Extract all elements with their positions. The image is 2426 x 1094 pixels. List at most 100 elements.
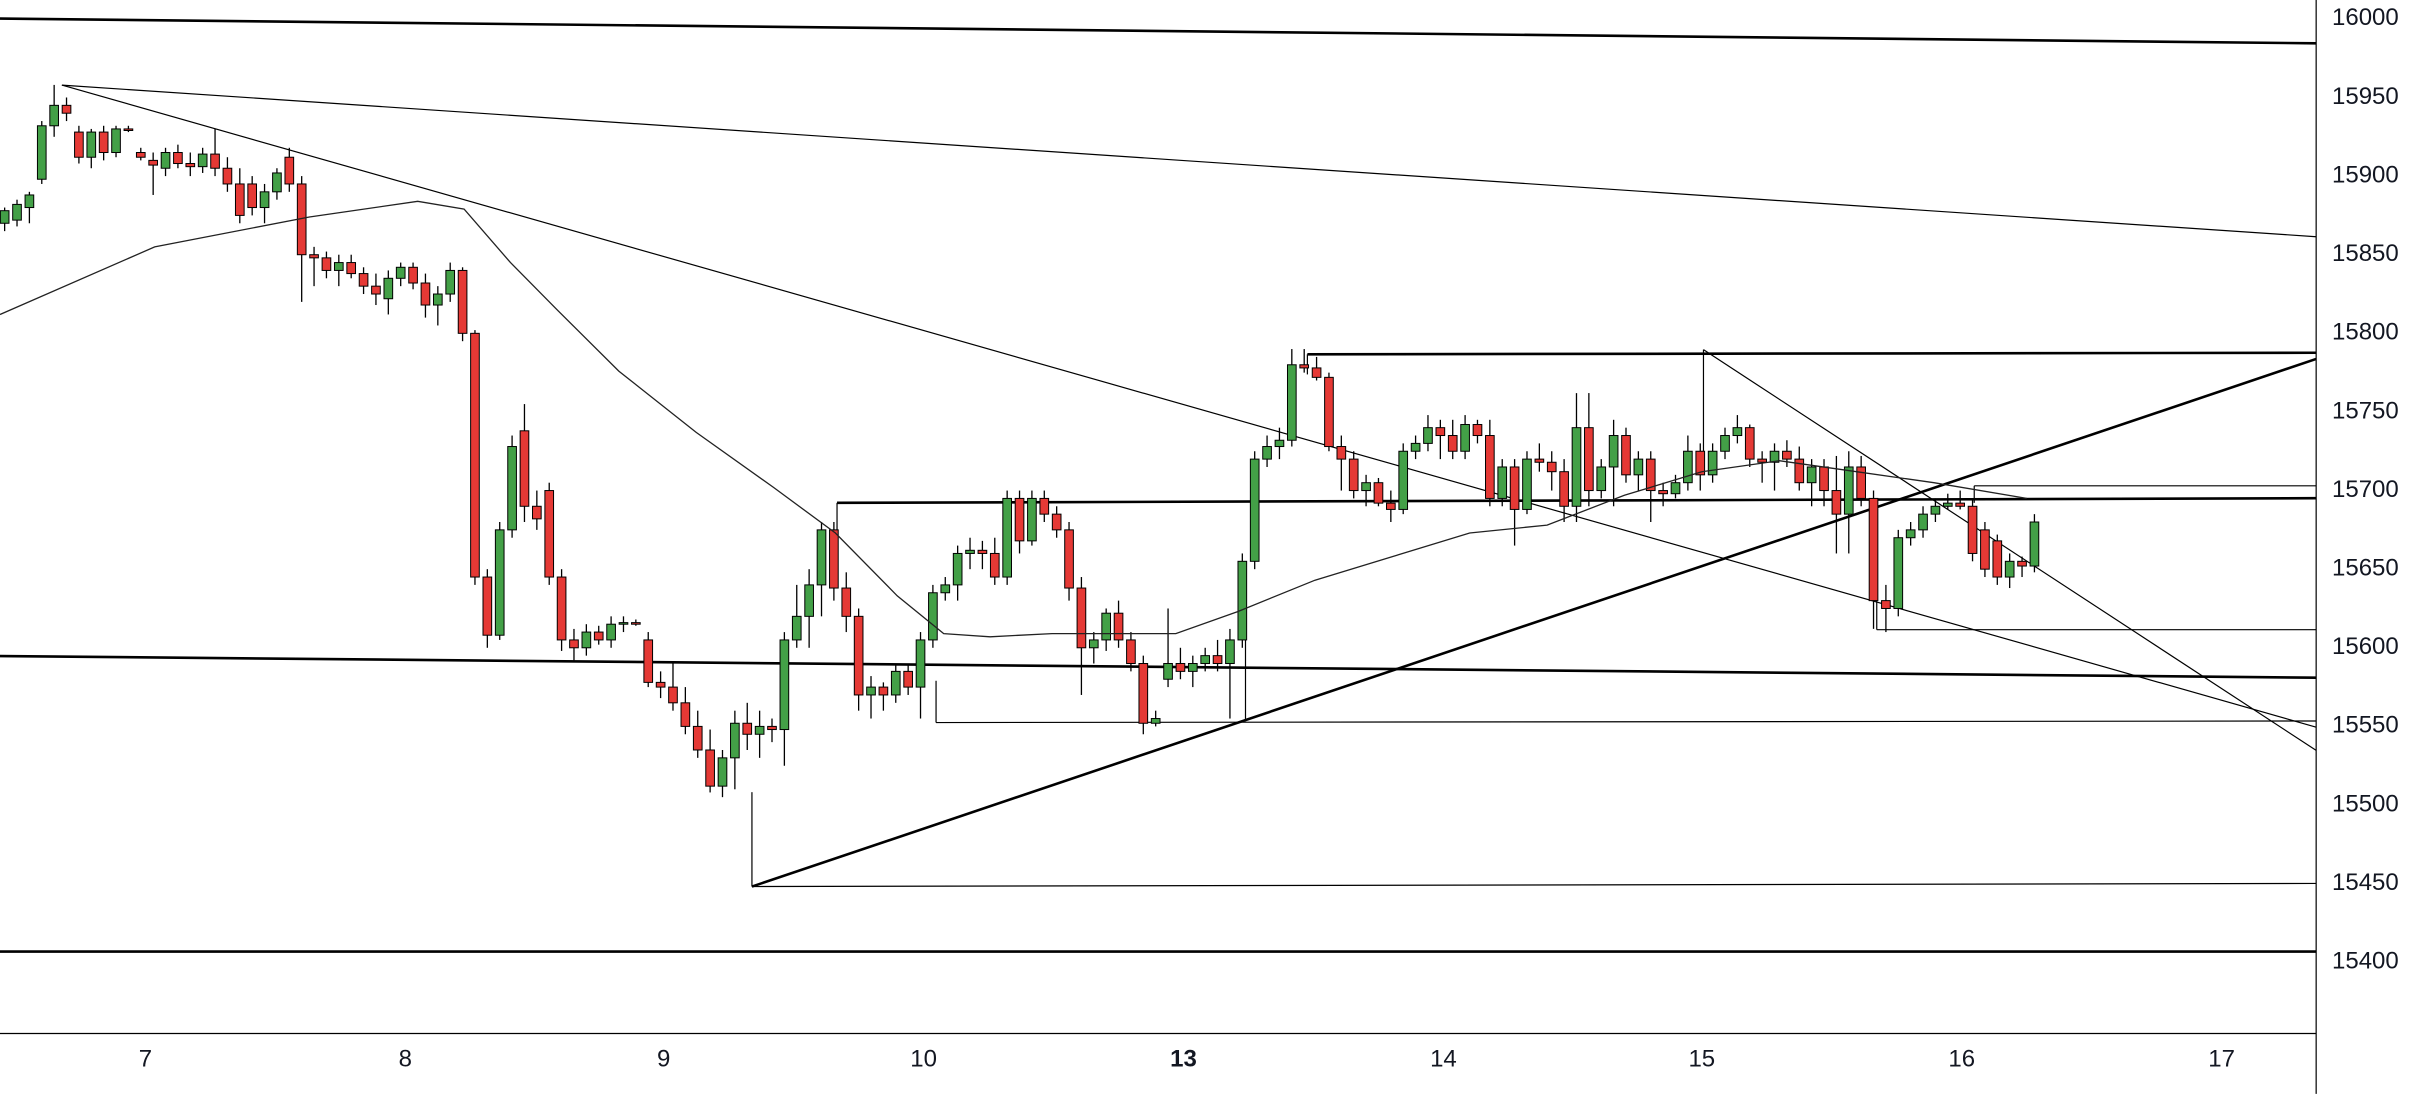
candle-body xyxy=(1992,540,2003,578)
candle-body xyxy=(272,172,282,193)
candle-body xyxy=(1757,458,1767,463)
candle-body xyxy=(0,210,10,224)
candle-body xyxy=(135,152,146,158)
candle-body xyxy=(878,686,889,696)
y-tick-label: 15500 xyxy=(2332,790,2399,817)
candle-body xyxy=(1101,612,1112,641)
candle-body xyxy=(754,725,765,735)
candle-body xyxy=(1522,458,1532,510)
candle-body xyxy=(185,163,196,168)
candle-body xyxy=(1707,450,1718,476)
candle-body xyxy=(1633,458,1644,476)
y-tick-label: 15950 xyxy=(2332,83,2399,110)
candle-body xyxy=(1324,376,1334,448)
candle-body xyxy=(569,639,579,649)
candle-body xyxy=(420,282,431,306)
candle-body xyxy=(1249,458,1260,562)
candle-body xyxy=(2029,521,2040,567)
candle-body xyxy=(321,257,332,271)
candle-body xyxy=(1027,497,1037,542)
candle-body xyxy=(1819,466,1829,492)
x-tick-label: 16 xyxy=(1948,1045,1975,1072)
candle-body xyxy=(952,552,963,586)
candle-body xyxy=(779,639,790,731)
y-tick-label: 15650 xyxy=(2332,555,2399,582)
candle-body xyxy=(123,128,134,132)
candle-body xyxy=(1460,424,1470,452)
candle-body xyxy=(1163,663,1173,680)
candle-body xyxy=(655,681,666,688)
candle-body xyxy=(519,430,530,507)
candle-body xyxy=(532,505,542,520)
candle-body xyxy=(222,167,233,185)
range-line xyxy=(752,883,2316,886)
trend-line xyxy=(0,656,2316,678)
candle-body xyxy=(989,552,1000,578)
x-tick-label: 8 xyxy=(399,1045,412,1072)
candle-body xyxy=(1621,435,1631,476)
candle-body xyxy=(395,266,406,279)
candle-body xyxy=(1410,442,1421,452)
candle-body xyxy=(309,254,319,259)
candle-body xyxy=(928,592,938,641)
y-tick-label: 15400 xyxy=(2332,948,2399,975)
candle-body xyxy=(705,749,715,787)
candle-body xyxy=(593,631,604,641)
candle-body xyxy=(148,159,158,166)
candle-body xyxy=(631,622,641,625)
candle-body xyxy=(1881,600,1891,609)
trend-line xyxy=(1703,350,2316,751)
candle-body xyxy=(544,490,555,578)
candle-body xyxy=(1856,466,1866,499)
candle-body xyxy=(234,183,245,216)
candle-body xyxy=(692,725,703,751)
candle-body xyxy=(804,584,814,617)
candle-body xyxy=(284,156,295,185)
candle-body xyxy=(618,622,629,625)
candle-body xyxy=(730,722,740,759)
candle-body xyxy=(1225,639,1235,665)
x-tick-label: 10 xyxy=(910,1045,937,1072)
candle-body xyxy=(259,191,270,209)
candle-body xyxy=(1386,502,1396,510)
moving-average xyxy=(0,200,2027,638)
candle-body xyxy=(1546,461,1557,473)
candle-body xyxy=(1942,502,1953,507)
candle-body xyxy=(1051,513,1062,531)
candle-body xyxy=(1088,639,1099,649)
candle-body xyxy=(1534,458,1545,463)
candle-body xyxy=(1930,505,1941,515)
candle-body xyxy=(1980,529,1990,570)
candle-body xyxy=(1967,505,1978,554)
candle-body xyxy=(1447,435,1458,452)
candle-body xyxy=(1596,466,1607,492)
candle-body xyxy=(49,104,59,127)
candle-body xyxy=(445,269,456,295)
candle-body xyxy=(197,153,208,168)
candle-body xyxy=(383,277,394,300)
candle-body xyxy=(111,128,121,154)
candle-body xyxy=(507,446,517,531)
candle-body xyxy=(556,576,567,641)
candle-body xyxy=(2004,560,2015,578)
candle-body xyxy=(668,686,678,704)
y-tick-label: 15600 xyxy=(2332,633,2399,660)
candle-body xyxy=(1398,450,1409,510)
candle-body xyxy=(742,722,753,735)
candle-body xyxy=(1843,466,1854,515)
candle-body xyxy=(1608,435,1619,468)
candle-body xyxy=(408,266,418,284)
candle-body xyxy=(2017,560,2027,567)
candle-body xyxy=(346,262,357,275)
candle-body xyxy=(1064,529,1074,589)
trend-line xyxy=(752,359,2316,887)
candle-body xyxy=(940,584,951,594)
candle-body xyxy=(1905,529,1916,539)
candle-body xyxy=(1435,427,1446,437)
candle-body xyxy=(1274,439,1285,448)
candle-body xyxy=(1311,367,1322,378)
candle-body xyxy=(1237,560,1248,641)
candle-body xyxy=(1683,450,1693,484)
x-tick-label: 14 xyxy=(1430,1045,1457,1072)
